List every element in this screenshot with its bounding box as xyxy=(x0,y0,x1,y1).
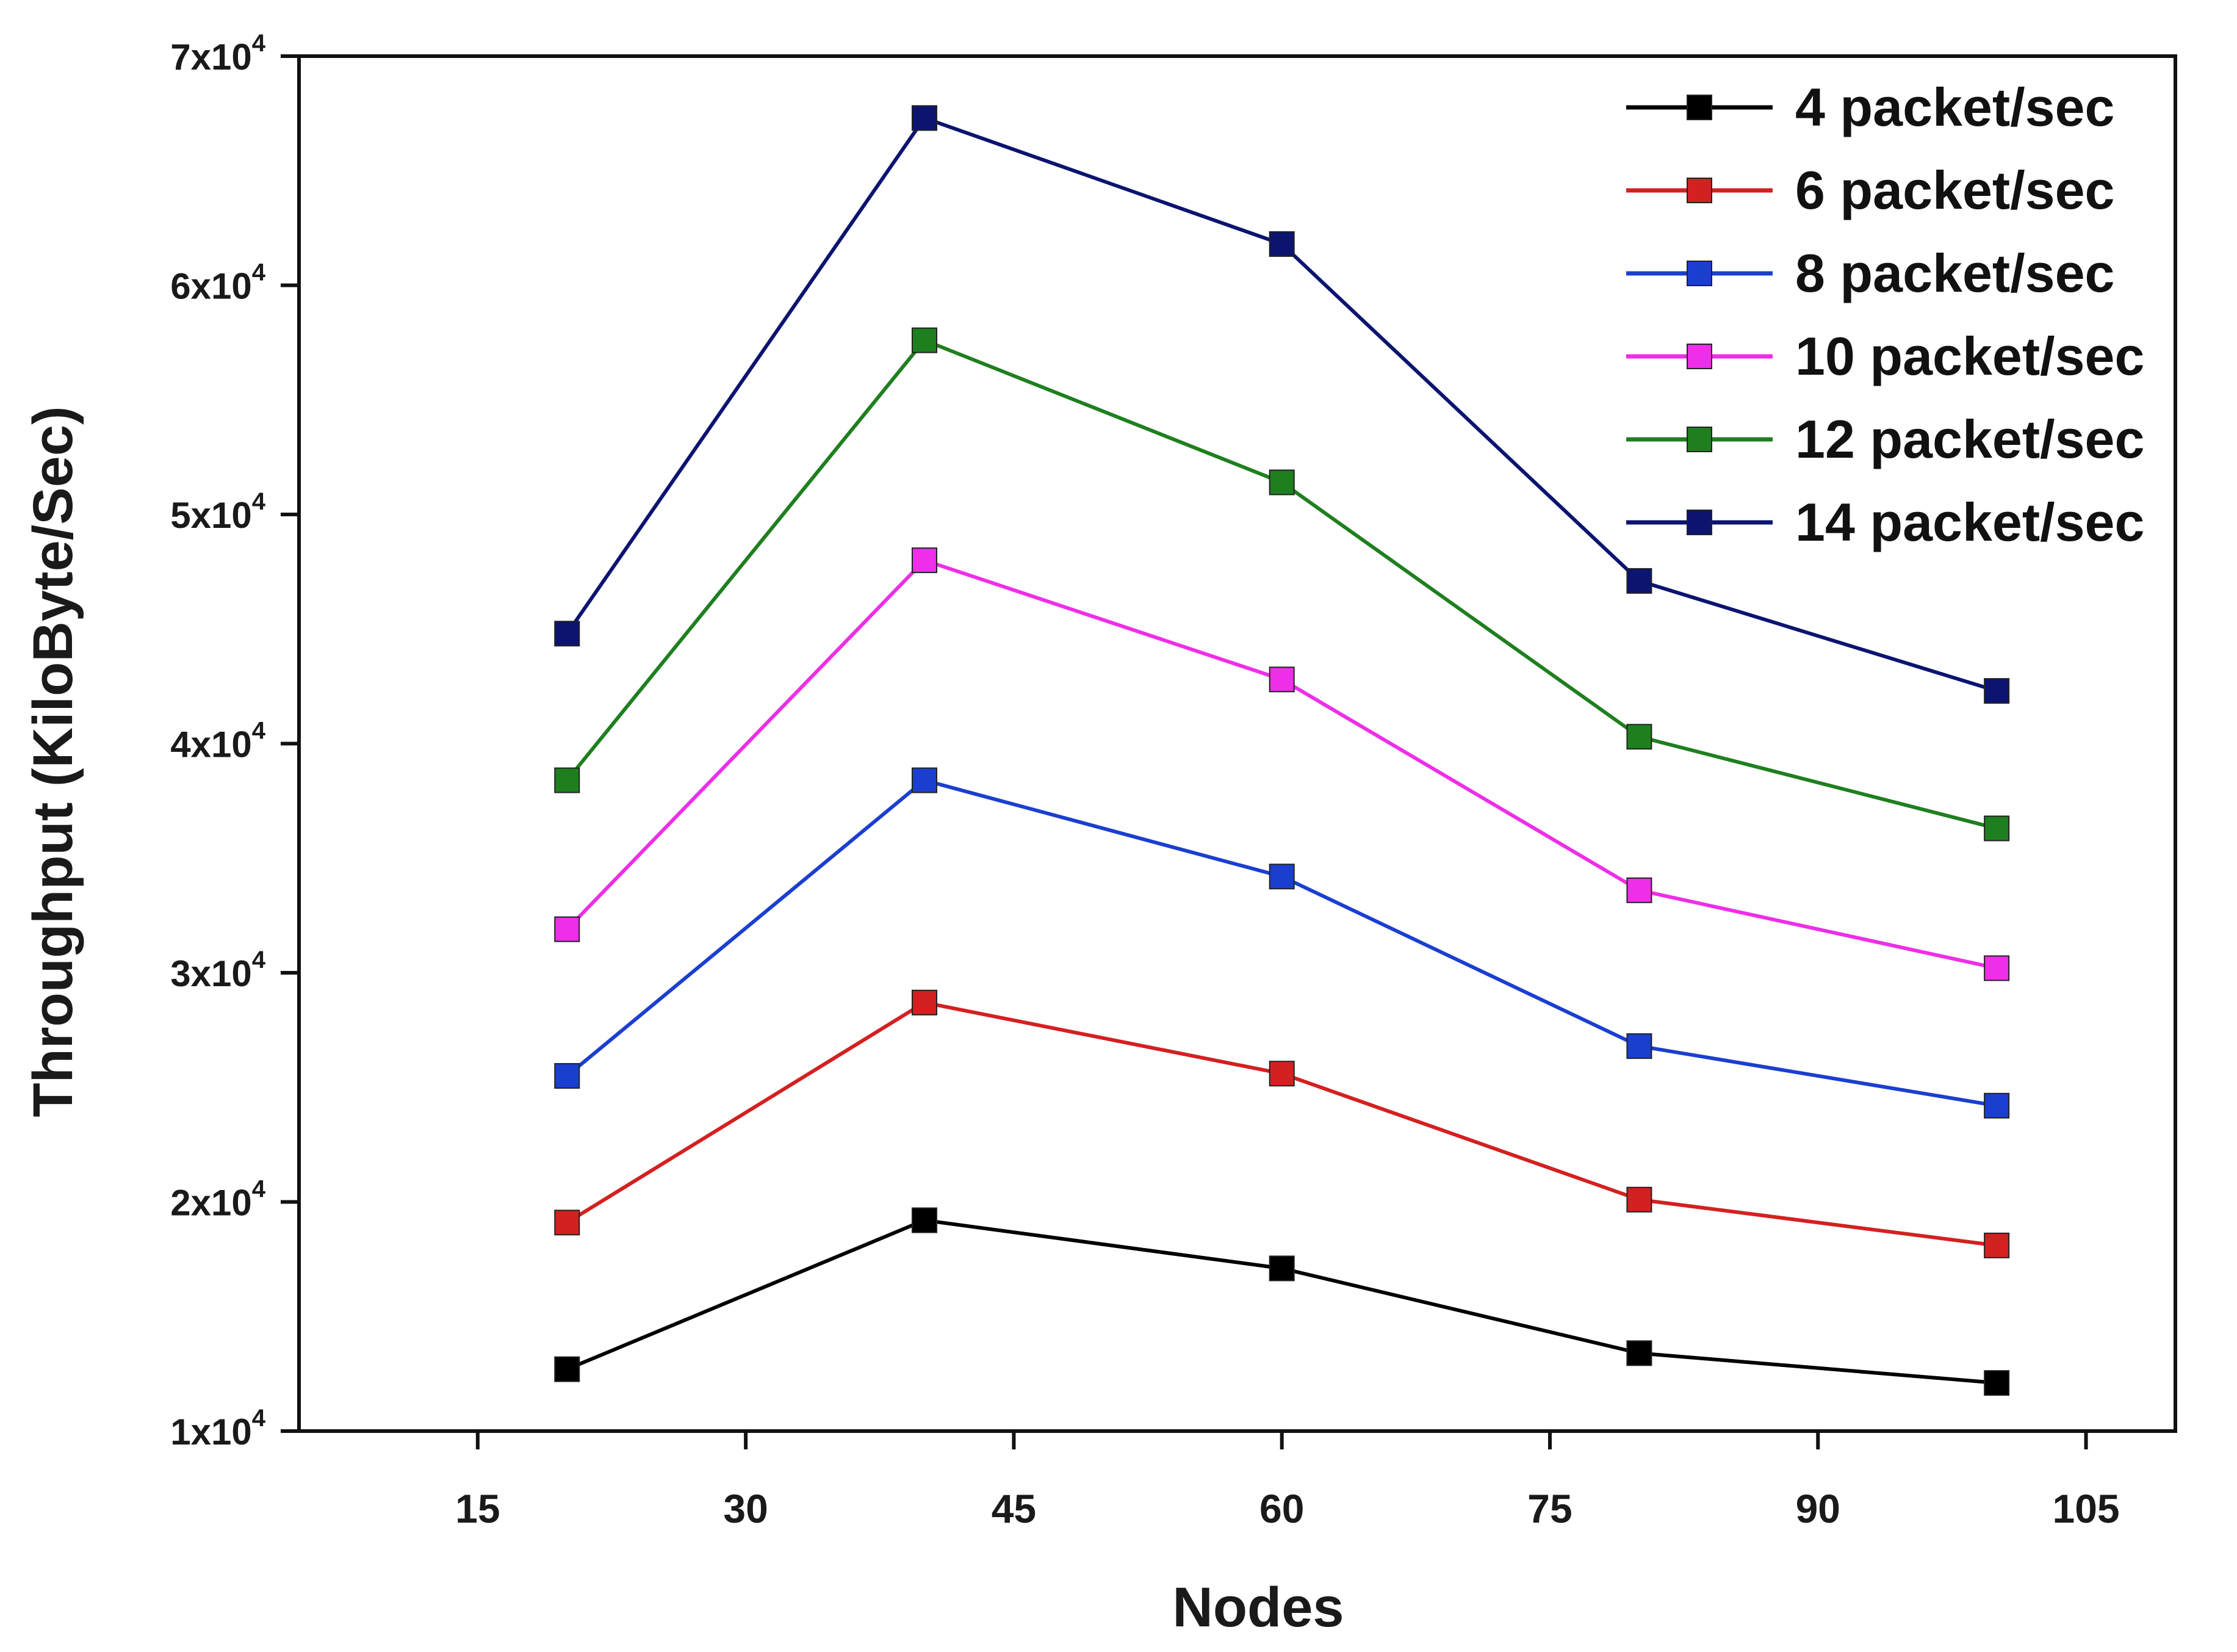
data-point-2-0 xyxy=(554,1062,580,1089)
legend-label-3: 10 packet/sec xyxy=(1795,326,2144,386)
y-tick-exponent: 4 xyxy=(252,718,266,745)
x-axis-title: Nodes xyxy=(1172,1576,1344,1639)
y-tick-exponent: 4 xyxy=(252,1176,266,1203)
legend-marker-1 xyxy=(1687,178,1712,203)
y-tick-label-40000: 4x104 xyxy=(170,718,265,765)
y-tick-mantissa: 4x10 xyxy=(170,724,251,765)
series-4 xyxy=(554,327,2010,842)
data-point-4-4 xyxy=(1984,815,2010,842)
data-point-5-4 xyxy=(1984,678,2010,704)
legend-marker-4 xyxy=(1687,427,1712,452)
x-tick-label-30: 30 xyxy=(723,1486,768,1531)
y-tick-label-30000: 3x104 xyxy=(170,947,265,994)
y-tick-label-70000: 7x104 xyxy=(170,30,265,78)
y-axis-title: Throughput (KiloByte/Sec) xyxy=(22,406,84,1117)
y-tick-exponent: 4 xyxy=(252,30,266,57)
x-axis: 15 30 45 60 75 90 105 xyxy=(455,1431,2120,1531)
data-point-2-3 xyxy=(1626,1033,1652,1059)
data-point-0-0 xyxy=(554,1356,580,1382)
series-line-4 xyxy=(565,338,1997,831)
data-point-3-2 xyxy=(1269,666,1295,693)
y-tick-label-50000: 5x104 xyxy=(170,488,265,536)
data-point-0-1 xyxy=(912,1207,937,1233)
y-tick-exponent: 4 xyxy=(252,947,266,973)
data-point-5-3 xyxy=(1626,568,1652,594)
legend-marker-5 xyxy=(1687,510,1712,535)
data-point-3-4 xyxy=(1984,955,2010,981)
data-point-5-2 xyxy=(1269,231,1295,257)
y-tick-label-10000: 1x104 xyxy=(170,1405,265,1452)
data-point-3-1 xyxy=(912,547,937,574)
data-point-0-3 xyxy=(1626,1340,1652,1366)
series-line-2 xyxy=(566,778,1997,1108)
y-tick-label-60000: 6x104 xyxy=(170,259,265,307)
data-point-1-1 xyxy=(912,989,937,1015)
series-0 xyxy=(554,1207,2010,1396)
legend-label-5: 14 packet/sec xyxy=(1795,492,2144,552)
data-point-5-1 xyxy=(912,105,937,131)
data-point-2-1 xyxy=(912,767,937,793)
data-point-1-2 xyxy=(1269,1061,1295,1087)
data-point-3-3 xyxy=(1626,877,1652,903)
series-line-0 xyxy=(566,1218,1997,1385)
data-point-4-3 xyxy=(1626,724,1652,750)
y-tick-exponent: 4 xyxy=(252,488,266,515)
series-layer xyxy=(554,105,2010,1396)
data-point-4-1 xyxy=(912,327,937,353)
data-point-5-0 xyxy=(554,621,580,647)
data-point-4-0 xyxy=(554,767,580,793)
legend-marker-2 xyxy=(1687,261,1712,286)
legend-label-4: 12 packet/sec xyxy=(1795,409,2144,469)
data-point-0-4 xyxy=(1984,1370,2010,1396)
y-tick-mantissa: 3x10 xyxy=(170,953,251,994)
x-tick-label-105: 105 xyxy=(2053,1486,2120,1531)
data-point-1-3 xyxy=(1626,1186,1652,1213)
x-tick-label-75: 75 xyxy=(1527,1486,1572,1531)
legend: 4 packet/sec 6 packet/sec 8 packet/sec 10 p… xyxy=(1626,77,2144,552)
y-tick-mantissa: 2x10 xyxy=(170,1183,251,1224)
y-tick-label-20000: 2x104 xyxy=(170,1176,265,1224)
series-line-3 xyxy=(566,558,1997,970)
series-line-1 xyxy=(566,1000,1997,1247)
legend-label-2: 8 packet/sec xyxy=(1795,243,2115,303)
data-point-0-2 xyxy=(1269,1255,1295,1282)
y-tick-mantissa: 7x10 xyxy=(170,37,251,78)
data-point-3-0 xyxy=(554,916,580,942)
y-tick-mantissa: 1x10 xyxy=(170,1412,251,1452)
legend-label-1: 6 packet/sec xyxy=(1795,160,2115,220)
data-point-1-0 xyxy=(554,1210,580,1236)
y-tick-mantissa: 6x10 xyxy=(170,266,251,307)
legend-marker-0 xyxy=(1687,95,1712,120)
y-tick-exponent: 4 xyxy=(252,259,266,286)
legend-marker-3 xyxy=(1687,344,1712,369)
legend-label-0: 4 packet/sec xyxy=(1795,77,2115,137)
data-point-1-4 xyxy=(1984,1232,2010,1258)
series-2 xyxy=(554,767,2010,1119)
series-3 xyxy=(554,547,2010,981)
y-tick-exponent: 4 xyxy=(252,1405,266,1432)
data-point-4-2 xyxy=(1269,469,1295,496)
series-line-5 xyxy=(565,116,1998,693)
x-tick-label-15: 15 xyxy=(455,1486,500,1531)
series-5 xyxy=(554,105,2010,704)
y-tick-mantissa: 5x10 xyxy=(170,495,251,536)
x-tick-label-45: 45 xyxy=(992,1486,1036,1531)
data-point-2-2 xyxy=(1269,864,1295,890)
x-tick-label-90: 90 xyxy=(1796,1486,1840,1531)
series-1 xyxy=(554,989,2010,1258)
x-tick-label-60: 60 xyxy=(1259,1486,1304,1531)
data-point-2-4 xyxy=(1984,1092,2010,1119)
